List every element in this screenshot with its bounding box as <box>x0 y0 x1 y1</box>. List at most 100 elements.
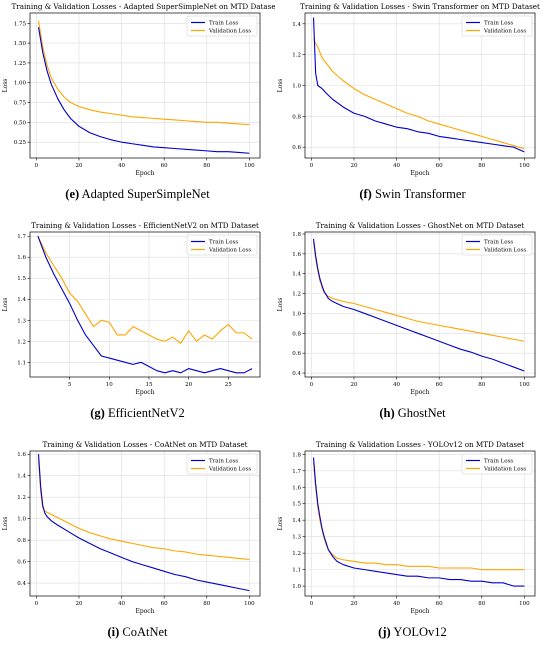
caption-text: YOLOv12 <box>393 625 447 639</box>
x-tick-label: 25 <box>225 382 232 388</box>
x-tick-label: 80 <box>478 382 485 388</box>
x-tick-label: 40 <box>118 601 125 607</box>
x-axis-label: Epoch <box>410 608 429 615</box>
y-tick-label: 1.1 <box>292 568 301 574</box>
plot-frame <box>29 231 261 378</box>
y-tick-label: 1.2 <box>292 551 301 557</box>
y-tick-label: 1.4 <box>17 297 26 303</box>
y-tick-label: 0.50 <box>14 120 27 126</box>
figure-caption: (i) CoAtNet <box>0 625 275 640</box>
plot-frame <box>304 231 536 378</box>
legend: Train Loss Validation Loss <box>186 234 258 256</box>
x-tick-label: 60 <box>161 601 168 607</box>
y-tick-label: 1.4 <box>292 518 301 524</box>
chart-title: Training & Validation Losses - CoAtNet o… <box>42 440 247 449</box>
plot-frame <box>29 12 261 159</box>
y-tick-label: 0.6 <box>292 145 301 151</box>
caption-letter: (j) <box>378 625 391 639</box>
x-tick-label: 20 <box>75 163 82 169</box>
validation-loss-line <box>312 462 525 571</box>
y-tick-label: 1.7 <box>292 469 301 475</box>
chart-panel: Training & Validation Losses - YOLOv12 o… <box>275 438 550 657</box>
y-tick-label: 1.0 <box>17 517 26 523</box>
chart-title: Training & Validation Losses - Efficient… <box>31 221 259 230</box>
plot-frame <box>304 12 536 159</box>
y-axis-label: Loss <box>2 517 9 531</box>
y-tick-label: 1.0 <box>292 311 301 317</box>
x-axis-label: Epoch <box>135 170 154 177</box>
legend: Train Loss Validation Loss <box>186 15 258 37</box>
train-loss-line <box>37 236 253 374</box>
figure-caption: (g) EfficientNetV2 <box>0 406 275 421</box>
y-tick-label: 1.3 <box>17 318 26 324</box>
y-tick-label: 1.75 <box>14 21 27 27</box>
caption-text: EfficientNetV2 <box>107 406 185 420</box>
x-axis-label: Epoch <box>135 608 154 615</box>
figure-caption: (e) Adapted SuperSimpleNet <box>0 187 275 202</box>
legend: Train Loss Validation Loss <box>461 453 533 475</box>
y-tick-label: 1.2 <box>292 292 301 298</box>
validation-loss-line <box>37 235 253 344</box>
legend-validation-label: Validation Loss <box>483 467 526 473</box>
x-tick-label: 40 <box>393 163 400 169</box>
chart-title: Training & Validation Losses - Adapted S… <box>11 2 275 11</box>
chart-title: Training & Validation Losses - Swin Tran… <box>300 2 540 11</box>
y-tick-label: 1.5 <box>292 502 301 508</box>
plot-frame <box>29 450 261 597</box>
y-tick-label: 1.6 <box>292 485 301 491</box>
x-tick-label: 80 <box>478 163 485 169</box>
x-tick-label: 20 <box>350 163 357 169</box>
y-tick-label: 1.3 <box>292 535 301 541</box>
y-tick-label: 0.4 <box>292 371 301 377</box>
x-tick-label: 60 <box>436 601 443 607</box>
loss-chart: Training & Validation Losses - CoAtNet o… <box>2 440 261 615</box>
loss-chart: Training & Validation Losses - Efficient… <box>2 221 261 396</box>
y-tick-label: 1.0 <box>292 84 301 90</box>
x-axis-label: Epoch <box>410 389 429 396</box>
x-tick-label: 60 <box>436 382 443 388</box>
x-tick-label: 20 <box>75 601 82 607</box>
validation-loss-line <box>312 241 525 342</box>
legend-validation-label: Validation Loss <box>483 248 526 254</box>
caption-text: Adapted SuperSimpleNet <box>81 187 210 201</box>
y-axis-label: Loss <box>2 298 9 312</box>
chart-panel: Training & Validation Losses - Adapted S… <box>0 0 275 219</box>
x-tick-label: 20 <box>350 601 357 607</box>
y-tick-label: 1.7 <box>17 234 26 240</box>
y-tick-label: 1.8 <box>292 232 301 238</box>
y-tick-label: 0.75 <box>14 101 27 107</box>
caption-text: Swin Transformer <box>374 187 466 201</box>
x-tick-label: 40 <box>393 382 400 388</box>
legend-train-label: Train Loss <box>209 459 238 465</box>
x-tick-label: 80 <box>203 163 210 169</box>
caption-letter: (i) <box>107 625 120 639</box>
train-loss-line <box>312 238 525 372</box>
chart-title: Training & Validation Losses - GhostNet … <box>316 221 525 230</box>
x-tick-label: 0 <box>310 163 314 169</box>
caption-text: CoAtNet <box>122 625 168 639</box>
x-tick-label: 100 <box>244 601 255 607</box>
y-tick-label: 0.8 <box>292 114 301 120</box>
x-tick-label: 100 <box>244 163 255 169</box>
x-tick-label: 60 <box>161 163 168 169</box>
caption-text: GhostNet <box>397 406 446 420</box>
chart-panel: Training & Validation Losses - GhostNet … <box>275 219 550 438</box>
chart-panel: Training & Validation Losses - Swin Tran… <box>275 0 550 219</box>
validation-loss-line <box>37 459 250 561</box>
chart-panel: Training & Validation Losses - Efficient… <box>0 219 275 438</box>
y-tick-label: 1.5 <box>17 276 26 282</box>
x-axis-label: Epoch <box>410 170 429 177</box>
legend-train-label: Train Loss <box>484 240 513 246</box>
loss-chart: Training & Validation Losses - GhostNet … <box>277 221 536 396</box>
x-tick-label: 0 <box>35 163 39 169</box>
loss-chart: Training & Validation Losses - Swin Tran… <box>277 2 540 177</box>
legend-train-label: Train Loss <box>484 459 513 465</box>
legend: Train Loss Validation Loss <box>186 453 258 475</box>
caption-letter: (f) <box>359 187 372 201</box>
y-tick-label: 0.4 <box>17 581 26 587</box>
y-tick-label: 0.6 <box>292 351 301 357</box>
plot-frame <box>304 450 536 597</box>
x-tick-label: 0 <box>310 601 314 607</box>
x-tick-label: 20 <box>350 382 357 388</box>
legend-validation-label: Validation Loss <box>208 248 251 254</box>
